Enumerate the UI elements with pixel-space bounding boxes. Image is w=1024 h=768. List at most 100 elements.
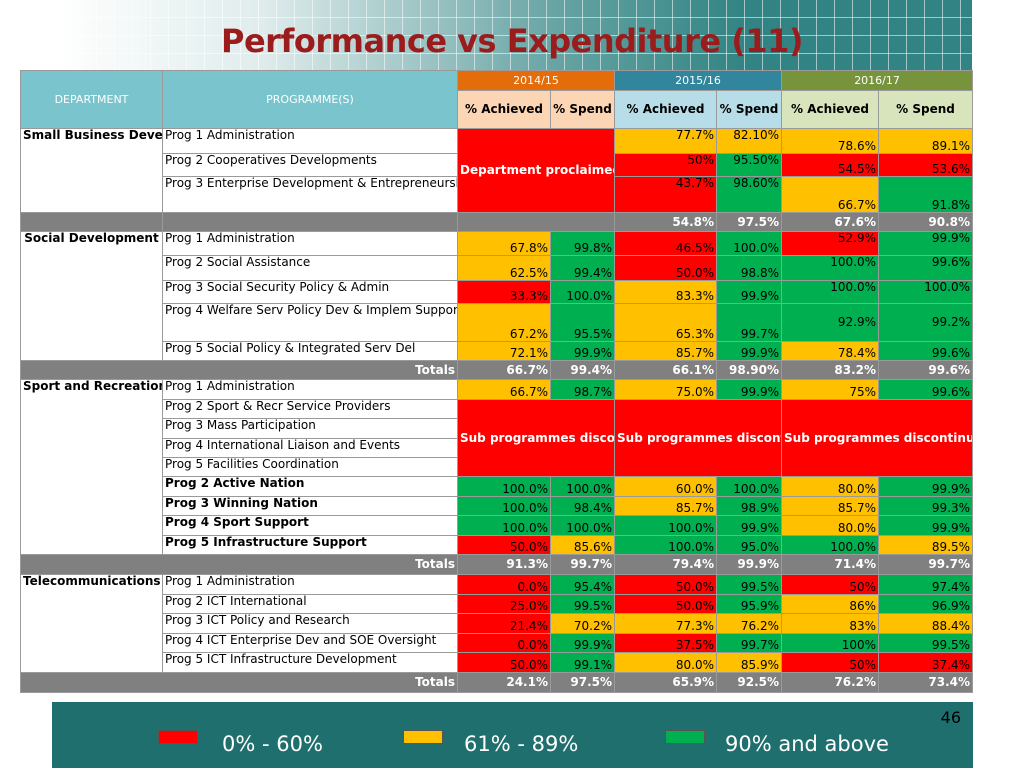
value-cell: 78.4%: [781, 341, 880, 361]
value-cell: 70.2%: [549, 613, 616, 634]
value-cell: 50.0%: [614, 574, 718, 595]
totals-blank: [162, 212, 458, 232]
total-value: 67.6%: [781, 212, 880, 232]
programme-name: Prog 2 Social Assistance: [162, 255, 458, 281]
header-spend: % Spend: [549, 90, 616, 129]
value-cell: 97.4%: [878, 574, 974, 595]
header-achieved: % Achieved: [614, 90, 718, 129]
value-cell: 82.10%: [716, 128, 783, 154]
total-value: 76.2%: [781, 672, 880, 693]
value-cell: 25.0%: [457, 594, 551, 614]
totals-label: Totals: [20, 360, 458, 380]
total-value: 99.6%: [878, 360, 974, 380]
programme-name: Prog 5 ICT Infrastructure Development: [162, 652, 458, 673]
total-value: 99.7%: [549, 554, 616, 575]
value-cell: 85.7%: [781, 496, 880, 516]
total-value: 97.5%: [549, 672, 616, 693]
header-spend: % Spend: [716, 90, 783, 129]
value-cell: 54.5%: [781, 153, 880, 177]
total-value: 54.8%: [614, 212, 718, 232]
programme-name: Prog 4 Sport Support: [162, 515, 458, 536]
value-cell: 50.0%: [457, 652, 551, 673]
value-cell: 66.7%: [457, 379, 551, 400]
value-cell: 99.9%: [549, 633, 616, 653]
total-value: 91.3%: [457, 554, 551, 575]
header-programmes: PROGRAMME(S): [162, 70, 458, 129]
value-cell: 72.1%: [457, 341, 551, 361]
total-value: 90.8%: [878, 212, 974, 232]
value-cell: 50.0%: [614, 255, 718, 281]
totals-blank: [456, 212, 616, 232]
value-cell: 85.7%: [614, 341, 718, 361]
value-cell: 99.9%: [878, 515, 974, 536]
value-cell: 99.6%: [878, 379, 974, 400]
programme-name: Prog 2 Cooperatives Developments: [162, 153, 458, 177]
value-cell: 46.5%: [614, 231, 718, 256]
programme-name: Prog 3 Mass Participation: [162, 418, 458, 439]
value-cell: 99.3%: [878, 496, 974, 516]
programme-name: Prog 3 Enterprise Development & Entrepre…: [162, 176, 458, 213]
total-value: 97.5%: [716, 212, 783, 232]
value-cell: 50%: [781, 652, 880, 673]
value-cell: 100%: [781, 633, 880, 653]
total-value: 99.7%: [878, 554, 974, 575]
value-cell: 91.8%: [878, 176, 974, 213]
value-cell: 0.0%: [457, 633, 551, 653]
value-cell: 95.4%: [549, 574, 616, 595]
total-value: 83.2%: [781, 360, 880, 380]
value-cell: 75.0%: [614, 379, 718, 400]
programme-name: Prog 3 Social Security Policy & Admin: [162, 280, 458, 304]
value-cell: 80.0%: [781, 515, 880, 536]
value-cell: 85.6%: [549, 535, 616, 555]
legend-label: 90% and above: [725, 732, 889, 756]
value-cell: 99.1%: [549, 652, 616, 673]
value-cell: 99.5%: [716, 574, 783, 595]
total-value: 65.9%: [614, 672, 718, 693]
legend-footer: 46 0% - 60% 61% - 89% 90% and above: [52, 702, 973, 768]
value-cell: 98.7%: [549, 379, 616, 400]
programme-name: Prog 4 International Liaison and Events: [162, 438, 458, 458]
programme-name: Prog 1 Administration: [162, 379, 458, 400]
total-value: 92.5%: [716, 672, 783, 693]
value-cell: 77.3%: [614, 613, 718, 634]
total-value: 98.90%: [716, 360, 783, 380]
value-cell: 43.7%: [614, 176, 718, 213]
total-value: 66.1%: [614, 360, 718, 380]
value-cell: 100.0%: [614, 515, 718, 536]
value-cell: 83%: [781, 613, 880, 634]
department-name: Small Business Development: [20, 128, 163, 213]
value-cell: 98.4%: [549, 496, 616, 516]
value-cell: 0.0%: [457, 574, 551, 595]
total-value: 71.4%: [781, 554, 880, 575]
programme-name: Prog 4 ICT Enterprise Dev and SOE Oversi…: [162, 633, 458, 653]
total-value: 73.4%: [878, 672, 974, 693]
value-cell: 85.9%: [716, 652, 783, 673]
value-cell: 99.7%: [716, 633, 783, 653]
value-cell: 100.0%: [781, 535, 880, 555]
value-cell: 100.0%: [457, 496, 551, 516]
value-cell: 99.4%: [549, 255, 616, 281]
value-cell: 100.0%: [549, 476, 616, 497]
programme-name: Prog 5 Social Policy & Integrated Serv D…: [162, 341, 458, 361]
value-cell: 99.9%: [716, 515, 783, 536]
programme-name: Prog 5 Infrastructure Support: [162, 535, 458, 555]
value-cell: 99.9%: [878, 231, 974, 256]
total-value: 99.9%: [716, 554, 783, 575]
value-cell: 99.9%: [716, 379, 783, 400]
header-year-2015: 2015/16: [614, 70, 783, 91]
totals-label: Totals: [20, 554, 458, 575]
header-achieved: % Achieved: [457, 90, 551, 129]
value-cell: 100.0%: [457, 476, 551, 497]
programme-name: Prog 3 ICT Policy and Research: [162, 613, 458, 634]
total-value: 24.1%: [457, 672, 551, 693]
page-title: Performance vs Expenditure (11): [221, 22, 803, 60]
value-cell: 67.8%: [457, 231, 551, 256]
value-cell: 77.7%: [614, 128, 718, 154]
value-cell: 89.1%: [878, 128, 974, 154]
value-cell: 83.3%: [614, 280, 718, 304]
value-cell: 100.0%: [614, 535, 718, 555]
totals-label: Totals: [20, 672, 458, 693]
header-achieved: % Achieved: [781, 90, 880, 129]
value-cell: 50%: [614, 153, 718, 177]
value-cell: 65.3%: [614, 303, 718, 342]
